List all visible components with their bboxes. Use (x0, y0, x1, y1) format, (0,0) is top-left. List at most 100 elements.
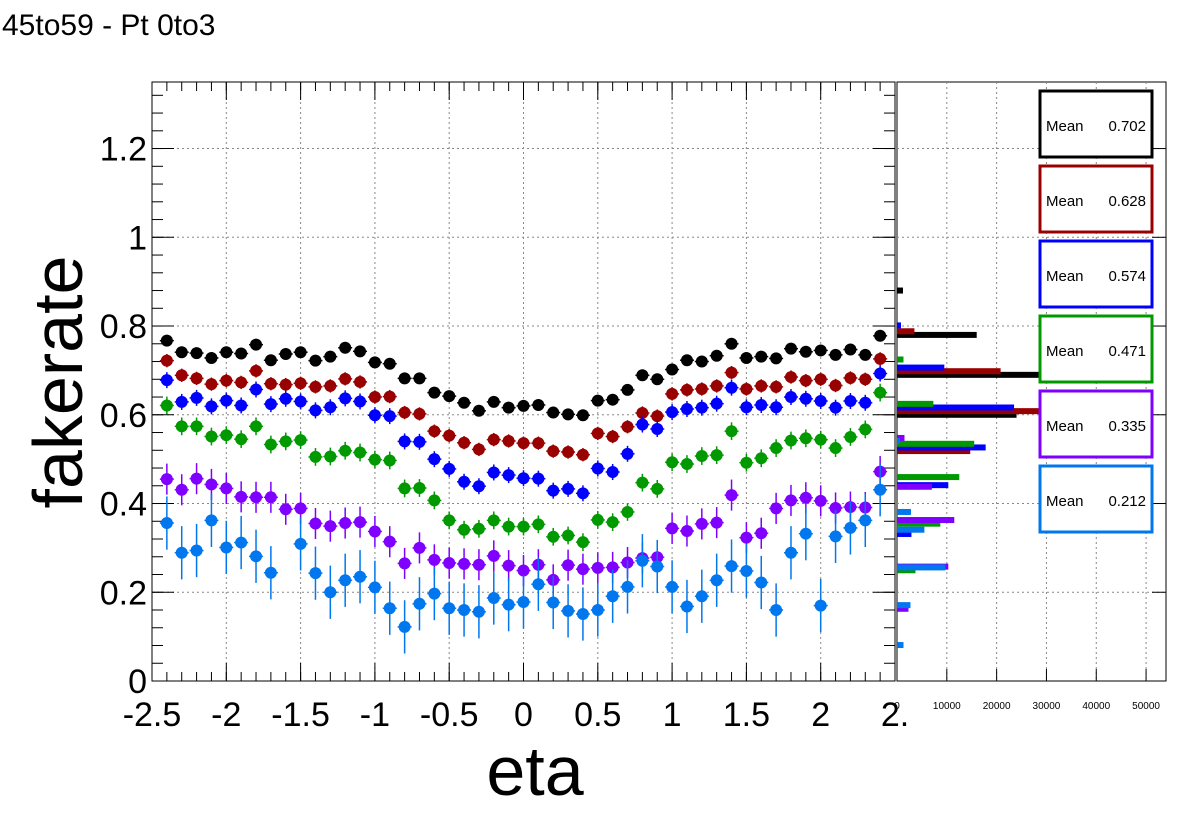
data-point (799, 392, 812, 405)
data-point (220, 374, 233, 387)
stat-label: Mean (1046, 343, 1084, 360)
data-point (398, 557, 411, 570)
data-point (458, 557, 471, 570)
data-point (428, 453, 441, 466)
data-point (160, 517, 173, 530)
data-point (339, 392, 352, 405)
stat-box-frame (1038, 389, 1154, 459)
data-point (502, 598, 515, 611)
main-data-points (159, 329, 888, 654)
main-plot: -2.5 -2 -1.5 -1 -0.5 0 0.5 1 1.5 2 2.00.20.40.60.8… (19, 81, 909, 810)
data-point (829, 348, 842, 361)
data-point (235, 490, 248, 503)
hist-bar (897, 483, 932, 490)
data-point (383, 410, 396, 423)
x-tick-label: -1 (360, 696, 390, 734)
data-point (398, 435, 411, 448)
data-point (532, 472, 545, 485)
data-point (190, 544, 203, 557)
data-point (175, 346, 188, 359)
data-point (844, 430, 857, 443)
data-point (309, 404, 322, 417)
data-point (354, 516, 367, 529)
data-point (710, 349, 723, 362)
series-4 (159, 456, 888, 596)
data-point (740, 383, 753, 396)
data-point (413, 407, 426, 420)
hist-bar (897, 526, 925, 533)
data-point (755, 399, 768, 412)
data-point (398, 620, 411, 633)
data-point (458, 396, 471, 409)
data-point (368, 409, 381, 422)
data-point (294, 395, 307, 408)
data-point (591, 462, 604, 475)
data-point (458, 436, 471, 449)
data-point (472, 558, 485, 571)
data-point (710, 516, 723, 529)
data-point (829, 379, 842, 392)
data-point (264, 491, 277, 504)
data-point (695, 401, 708, 414)
data-point (413, 597, 426, 610)
series-2 (159, 365, 888, 502)
stat-box-5: Mean 0.212 (1038, 464, 1154, 534)
data-point (324, 350, 337, 363)
data-point (160, 354, 173, 367)
stat-box-frame (1038, 314, 1154, 384)
data-point (591, 604, 604, 617)
data-point (279, 392, 292, 405)
data-point (725, 381, 738, 394)
data-point (666, 406, 679, 419)
data-point (368, 453, 381, 466)
hist-bar (897, 356, 904, 363)
stat-box-1: Mean 0.628 (1038, 164, 1154, 234)
data-point (250, 364, 263, 377)
data-point (799, 491, 812, 504)
data-point (264, 354, 277, 367)
y-tick-label: 0.8 (100, 308, 147, 346)
data-point (502, 520, 515, 533)
data-point (264, 566, 277, 579)
data-point (294, 346, 307, 359)
data-point (844, 371, 857, 384)
data-point (294, 502, 307, 515)
data-point (859, 514, 872, 527)
data-point (309, 354, 322, 367)
data-point (413, 481, 426, 494)
data-point (651, 482, 664, 495)
data-point (472, 605, 485, 618)
data-point (383, 602, 396, 615)
stat-box-frame (1038, 89, 1154, 159)
data-point (190, 420, 203, 433)
hist-bar (897, 448, 971, 455)
data-point (547, 406, 560, 419)
data-point (383, 357, 396, 370)
data-point (354, 375, 367, 388)
data-point (443, 514, 456, 527)
data-point (398, 372, 411, 385)
data-point (621, 420, 634, 433)
data-point (413, 435, 426, 448)
data-point (547, 484, 560, 497)
hist-bar (897, 440, 975, 447)
data-point (606, 561, 619, 574)
data-point (205, 400, 218, 413)
data-point (725, 366, 738, 379)
data-point (710, 449, 723, 462)
data-point (175, 546, 188, 559)
data-point (562, 482, 575, 495)
data-point (814, 599, 827, 612)
data-point (666, 522, 679, 535)
data-point (264, 377, 277, 390)
data-point (220, 541, 233, 554)
data-point (829, 501, 842, 514)
histogram-tick-labels: 0 10000 20000 30000 40000 50000 (894, 701, 1160, 712)
series-5 (159, 463, 888, 654)
data-point (666, 456, 679, 469)
data-point (264, 398, 277, 411)
hist-bar (897, 404, 1015, 411)
data-point (428, 553, 441, 566)
x-tick-label: -0.5 (420, 696, 479, 734)
